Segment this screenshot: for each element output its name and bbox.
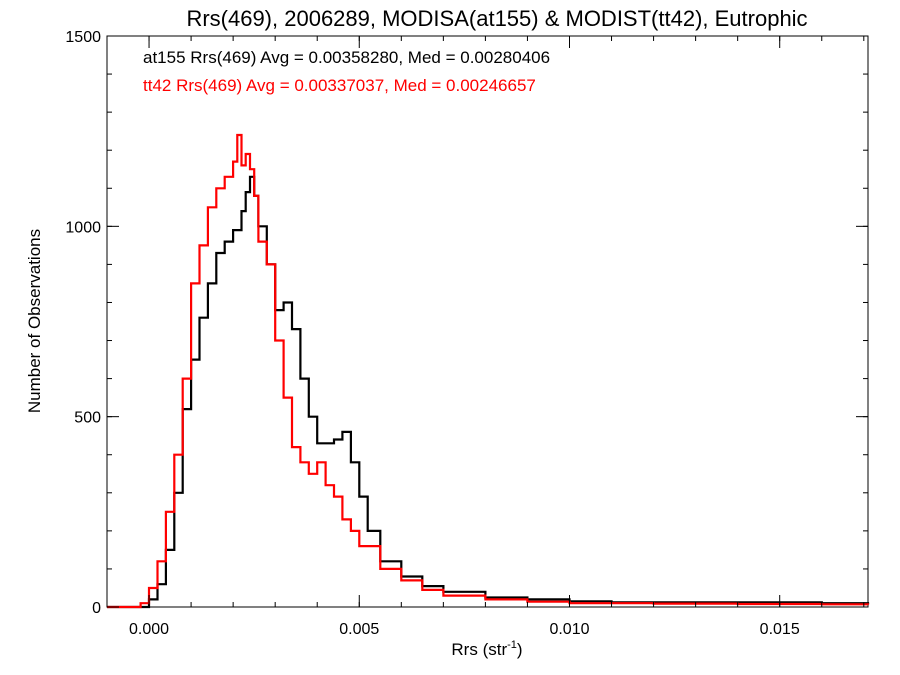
y-tick-label: 1000	[65, 219, 101, 236]
annotation-1: tt42 Rrs(469) Avg = 0.00337037, Med = 0.…	[143, 76, 536, 95]
x-tick-label: 0.000	[129, 621, 169, 638]
x-tick-label: 0.005	[339, 621, 379, 638]
x-tick-label: 0.015	[760, 621, 800, 638]
chart-title: Rrs(469), 2006289, MODISA(at155) & MODIS…	[186, 6, 807, 31]
legend-annotations: at155 Rrs(469) Avg = 0.00358280, Med = 0…	[143, 48, 550, 95]
annotation-0: at155 Rrs(469) Avg = 0.00358280, Med = 0…	[143, 48, 550, 67]
y-tick-label: 500	[74, 410, 101, 427]
y-axis: 0 500 1000 1500	[65, 29, 868, 617]
x-tick-label: 0.010	[549, 621, 589, 638]
x-axis-label-superscript: -1	[507, 639, 517, 651]
plot-frame	[106, 35, 869, 608]
series-layer	[107, 133, 870, 609]
y-axis-label: Number of Observations	[25, 229, 44, 413]
x-axis: 0.000 0.005 0.010 0.015	[106, 36, 865, 638]
series-at155-line	[107, 175, 870, 609]
y-tick-label: 0	[92, 600, 101, 617]
x-axis-label: Rrs (str-1)	[451, 639, 522, 659]
y-tick-label: 1500	[65, 29, 101, 46]
series-tt42-line	[107, 133, 870, 609]
